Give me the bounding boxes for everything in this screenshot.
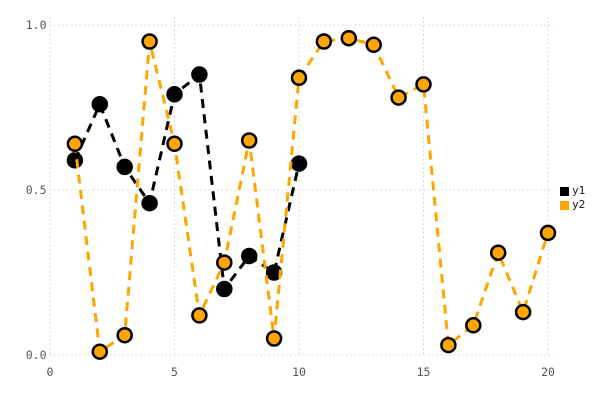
series-y2-marker xyxy=(340,29,358,47)
series-y2-marker xyxy=(465,317,482,334)
x-tick-label: 0 xyxy=(47,365,54,379)
x-tick-label: 10 xyxy=(292,365,306,379)
y-tick-label: 1.0 xyxy=(26,18,47,32)
legend-swatch-y1 xyxy=(560,186,569,196)
series-y2-marker xyxy=(66,135,84,153)
x-tick-label: 5 xyxy=(171,365,178,379)
series-y2-marker xyxy=(415,76,432,93)
series-y1-marker xyxy=(191,66,208,83)
legend-swatch-y2 xyxy=(560,200,569,210)
series-y2-marker xyxy=(91,343,109,360)
series-y1-line xyxy=(73,73,301,291)
series-y2-marker xyxy=(365,36,382,54)
series-y1-marker xyxy=(141,194,158,212)
series-y1-marker xyxy=(91,95,109,113)
series-y1-marker xyxy=(166,86,183,103)
series-y2-marker xyxy=(265,330,283,347)
series-y2-marker xyxy=(390,89,407,106)
legend-item-y1: y1 xyxy=(560,185,585,197)
legend: y1 y2 xyxy=(560,185,585,211)
legend-label-y2: y2 xyxy=(572,198,586,211)
series-y2-marker xyxy=(315,33,333,50)
series-y2-marker xyxy=(116,326,133,344)
series-y1-marker xyxy=(116,158,133,176)
y-tick-label: 0.5 xyxy=(26,183,47,197)
series-y2-marker xyxy=(240,132,258,149)
series-y1-marker xyxy=(290,155,308,172)
series-y2-line xyxy=(73,36,550,354)
series-y2-marker xyxy=(290,69,308,87)
series-y2-marker xyxy=(514,303,532,321)
series-y2-marker xyxy=(489,244,507,261)
series-y1-marker xyxy=(66,152,84,169)
y-tick-label: 0.0 xyxy=(26,348,47,362)
series-y2-marker xyxy=(539,224,557,242)
series-y2-marker xyxy=(166,135,183,153)
series-y2-marker xyxy=(440,336,457,354)
series-y1-marker xyxy=(216,280,233,298)
series-y2-marker xyxy=(216,254,233,271)
legend-item-y2: y2 xyxy=(560,199,585,211)
series-y2-marker xyxy=(141,33,158,50)
series-y1-marker xyxy=(240,247,258,265)
series-y2-marker xyxy=(191,307,208,324)
legend-label-y1: y1 xyxy=(572,184,586,197)
x-tick-label: 15 xyxy=(417,365,431,379)
x-tick-label: 20 xyxy=(541,365,555,379)
